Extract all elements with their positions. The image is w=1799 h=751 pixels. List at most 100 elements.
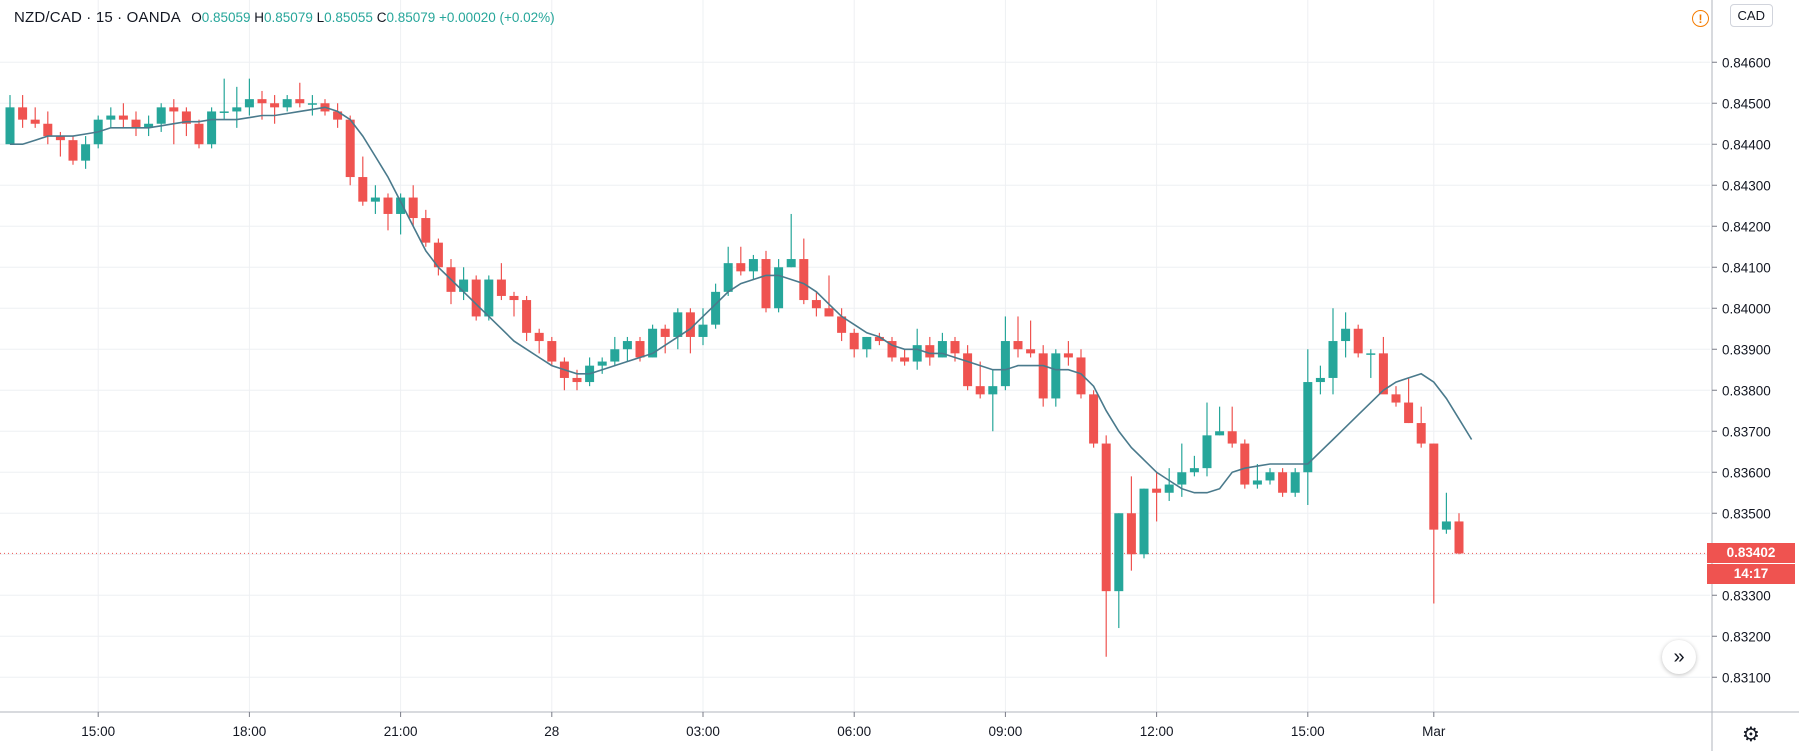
candle-body — [736, 263, 746, 272]
candle — [471, 275, 481, 321]
currency-badge[interactable]: CAD — [1729, 4, 1773, 27]
candle — [1429, 443, 1439, 604]
candle-body — [1063, 353, 1073, 358]
x-tick-label: 06:00 — [837, 724, 871, 739]
candle — [1227, 406, 1237, 448]
candle — [459, 267, 469, 301]
candle-body — [1416, 423, 1426, 444]
candle-body — [1240, 443, 1250, 485]
candle-body — [1189, 468, 1199, 473]
candle — [963, 345, 973, 391]
double-chevron-right-icon: » — [1673, 645, 1685, 668]
candle-body — [900, 357, 910, 362]
candle-body — [459, 279, 469, 292]
candle-body — [963, 353, 973, 387]
candle — [534, 328, 544, 354]
y-tick-label: 0.83200 — [1722, 629, 1771, 644]
candle-body — [30, 119, 40, 124]
candle-body — [421, 218, 431, 243]
candle — [660, 324, 670, 354]
moving-average-layer — [10, 106, 1473, 494]
candle — [786, 213, 796, 268]
candle-body — [673, 312, 683, 337]
candle-body — [1202, 435, 1212, 469]
legend-symbol[interactable]: NZD/CAD — [14, 9, 83, 26]
candle-body — [1290, 472, 1300, 493]
candle-body — [433, 242, 443, 268]
candle-body — [1378, 353, 1388, 395]
candle — [68, 136, 78, 165]
x-tick-label: 21:00 — [384, 724, 418, 739]
candle-body — [282, 99, 292, 108]
candle-body — [144, 123, 154, 128]
candle-body — [1152, 488, 1162, 493]
candle-body — [610, 349, 620, 362]
candle — [1265, 468, 1275, 485]
x-tick-label: 03:00 — [686, 724, 720, 739]
candle-body — [1429, 443, 1439, 530]
warning-circle-icon[interactable]: ! — [1692, 10, 1709, 27]
candle-body — [950, 341, 960, 354]
candle — [1126, 476, 1136, 571]
candle — [1013, 316, 1023, 358]
candle-body — [43, 123, 53, 137]
candle-body — [181, 111, 191, 124]
candle — [1366, 349, 1376, 378]
candle-body — [509, 295, 519, 301]
candle-body — [837, 316, 847, 333]
candle — [900, 349, 910, 366]
time-scale[interactable]: 15:00 18:00 21:00 28 03:00 06:00 09:00 12:00 15:… — [81, 712, 1446, 739]
x-tick-label: 28 — [544, 724, 559, 739]
candle — [43, 111, 53, 145]
candle — [118, 103, 128, 128]
candle — [1303, 349, 1313, 506]
x-tick-label: 18:00 — [233, 724, 267, 739]
candle — [144, 115, 154, 137]
x-tick-label: Mar — [1422, 724, 1446, 739]
scroll-to-realtime-button[interactable]: » — [1662, 640, 1696, 674]
candle-body — [496, 279, 506, 296]
candle-body — [1177, 472, 1187, 485]
price-scale[interactable]: 0.84600 0.84500 0.84400 0.84300 0.84200 0.841… — [1712, 55, 1771, 685]
candle-body — [648, 328, 658, 358]
candle-body — [975, 386, 985, 395]
candle-body — [799, 259, 809, 301]
candle — [1353, 324, 1363, 358]
candle-body — [232, 107, 242, 112]
candle-body — [106, 115, 116, 120]
candle — [698, 308, 708, 346]
candle-body — [862, 336, 872, 350]
candle-body — [270, 103, 280, 108]
open-value: 0.85059 — [201, 10, 251, 25]
y-tick-label: 0.84600 — [1722, 55, 1771, 70]
candle — [81, 136, 91, 169]
candle — [370, 185, 380, 214]
candle-body — [572, 377, 582, 383]
candle-body — [622, 341, 632, 350]
candle-body — [194, 123, 204, 145]
candle-body — [597, 361, 607, 366]
x-tick-label: 12:00 — [1140, 724, 1174, 739]
symbol-legend: NZD/CAD · 15 · OANDA O0.85059 H0.85079 L… — [14, 9, 555, 26]
legend-source: OANDA — [126, 9, 182, 26]
candle — [1290, 468, 1300, 497]
y-tick-label: 0.84000 — [1722, 301, 1771, 316]
candle-body — [169, 107, 179, 112]
open-label: O — [191, 10, 202, 25]
legend-ohlc: O0.85059 H0.85079 L0.85055 C0.85079 +0.0… — [191, 10, 554, 25]
legend-interval[interactable]: 15 — [95, 9, 113, 26]
candle — [774, 259, 784, 313]
moving-average-line — [10, 106, 1473, 494]
candle — [433, 238, 443, 276]
candle — [1089, 390, 1099, 448]
candle — [887, 336, 897, 362]
candle — [824, 275, 834, 317]
candle-body — [1252, 480, 1262, 485]
candle — [1202, 402, 1212, 477]
gear-icon[interactable]: ⚙ — [1742, 724, 1760, 746]
candle — [1152, 472, 1162, 522]
legend-separator-2: · — [117, 9, 127, 26]
candle — [1164, 468, 1174, 501]
candle-body — [1328, 341, 1338, 378]
